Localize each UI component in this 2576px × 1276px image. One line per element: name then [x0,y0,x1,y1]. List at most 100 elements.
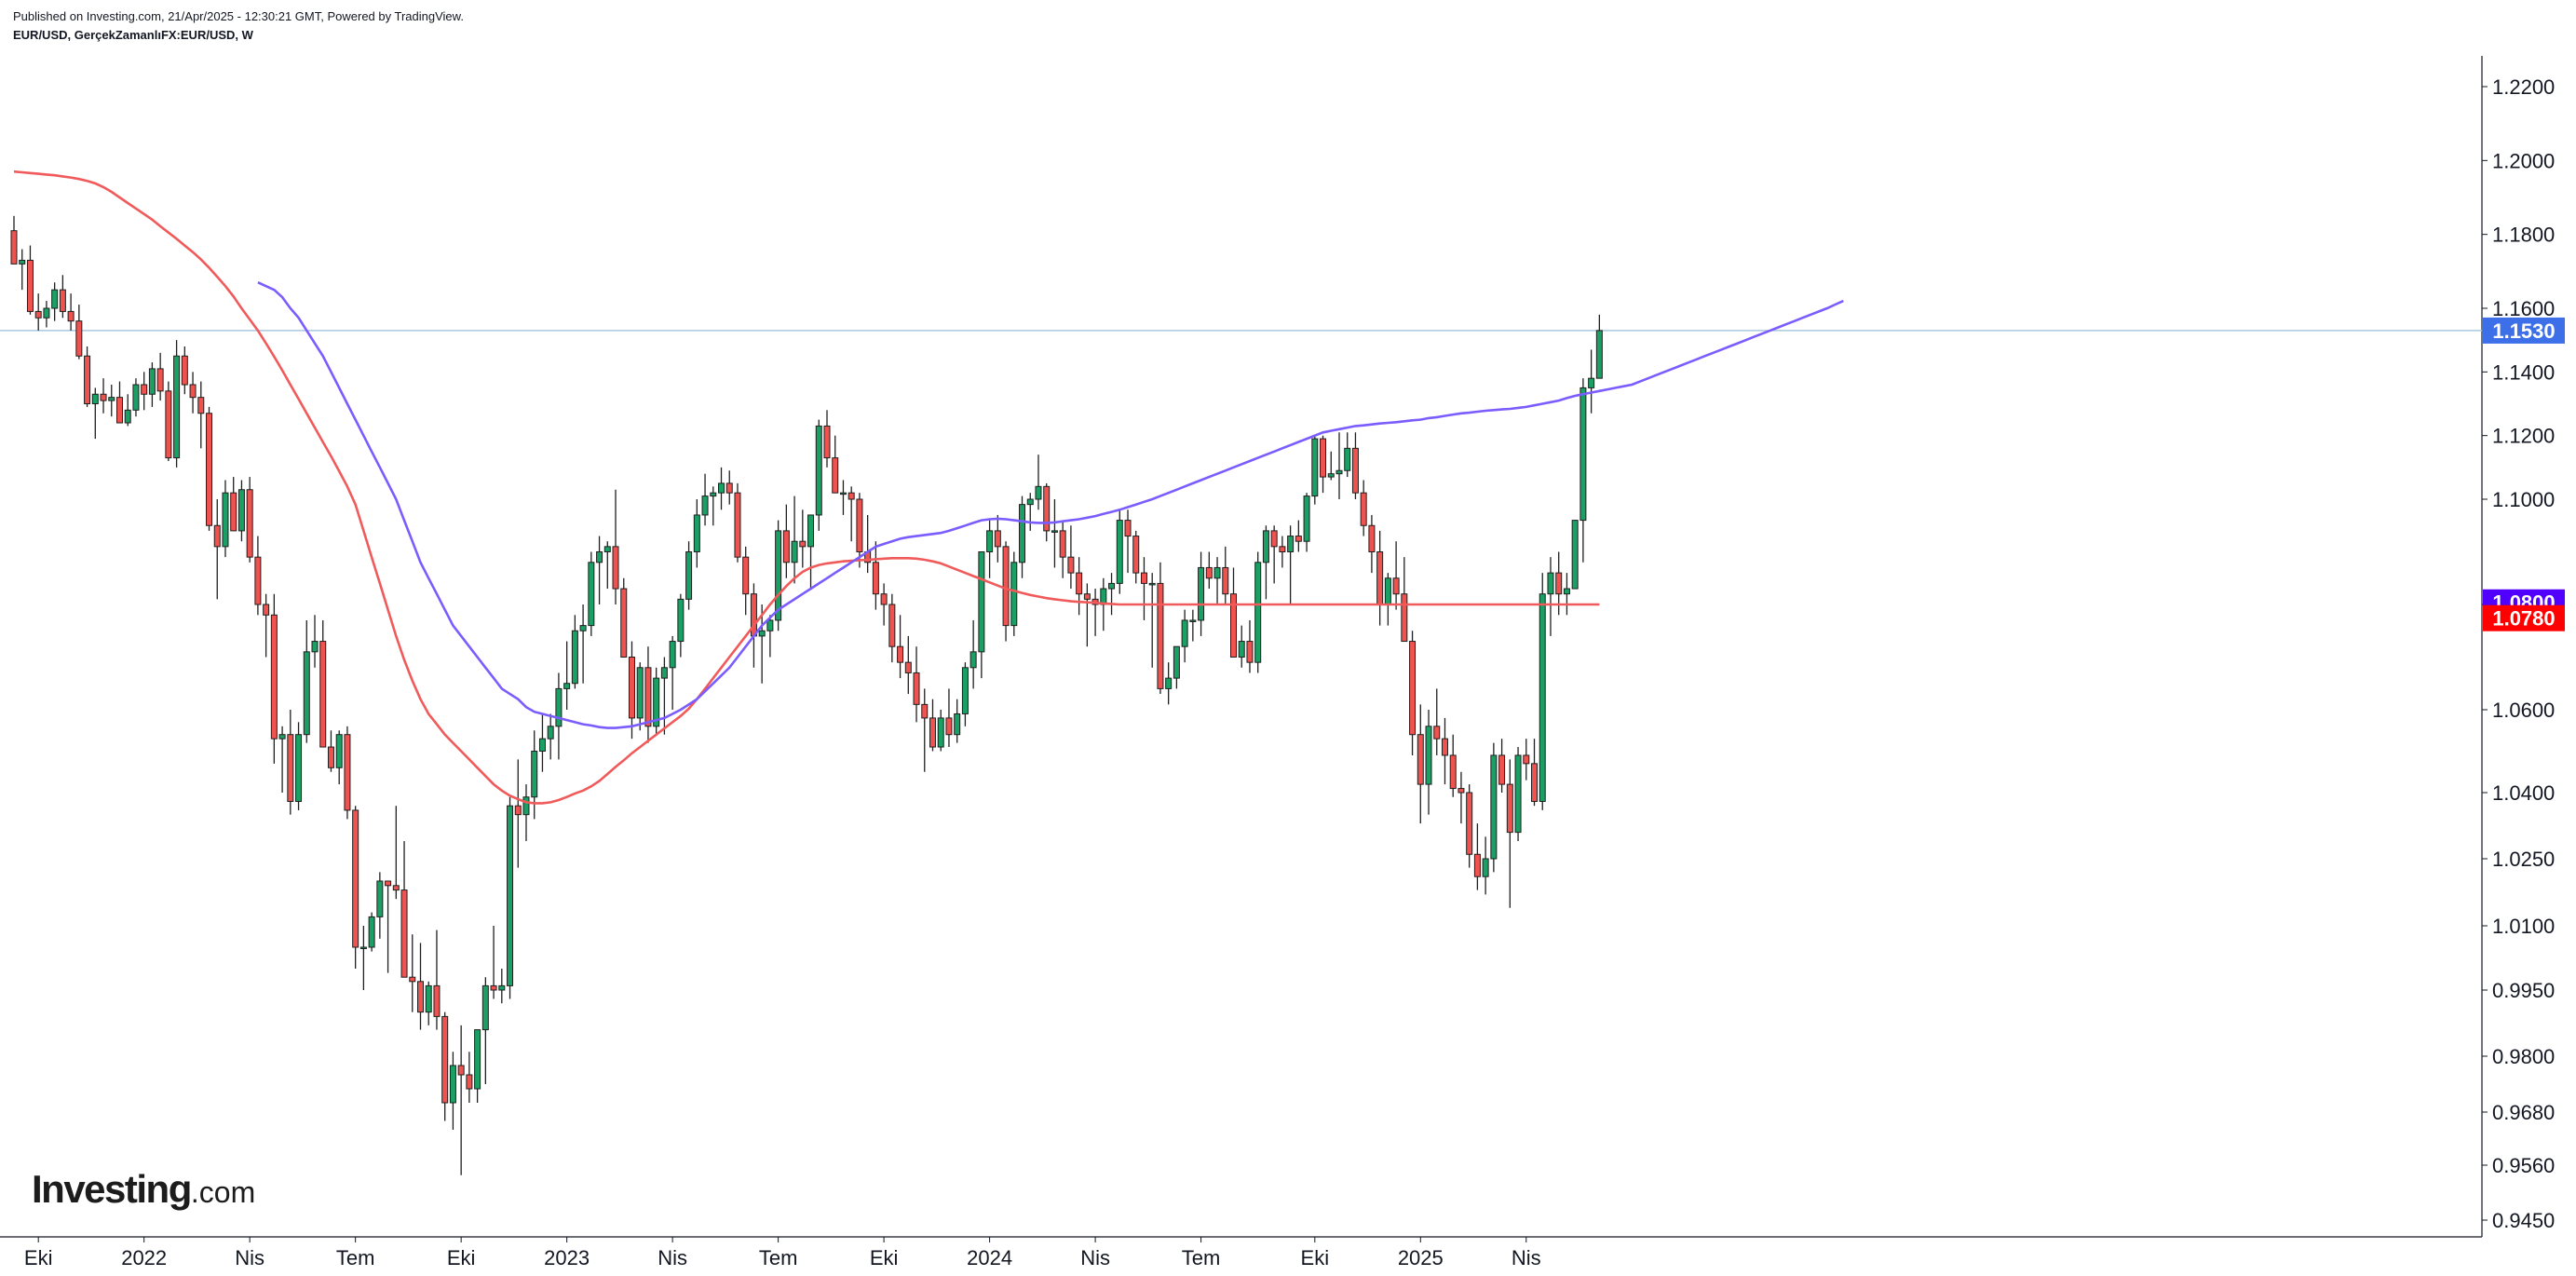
y-tick-label: 0.9450 [2492,1209,2555,1232]
candle [579,604,587,684]
candle [961,662,969,726]
candle [1295,520,1302,552]
candle-body [490,984,497,991]
candle-body [961,667,969,714]
candle-body [725,482,733,494]
y-tick-label: 1.1000 [2492,488,2555,511]
candle-body [937,717,944,748]
candle-body [522,796,530,816]
candle [782,504,790,578]
moving-averages-group [13,170,1844,805]
candle [1457,771,1465,824]
candle [359,926,367,990]
candle-body [563,683,571,689]
candle [644,646,652,743]
candle [270,593,278,764]
candle [1287,525,1295,604]
candle-body [742,556,750,595]
chart-header: Published on Investing.com, 21/Apr/2025 … [13,7,464,45]
candle-body [75,320,83,357]
candle-body [978,551,985,653]
candle-body [693,514,700,553]
candle [34,293,42,331]
candle-body [1083,593,1091,600]
candle [1320,435,1327,494]
candle [685,541,693,610]
candle [1148,573,1156,668]
candle [677,593,685,658]
current-price-badge-box [2483,317,2565,344]
candle [181,346,188,395]
candle [1132,530,1140,584]
candle-body [1230,593,1237,658]
candle [872,541,879,610]
y-tick-label: 1.2000 [2492,149,2555,172]
candle-body [1490,754,1498,860]
candle-body [969,651,977,669]
candle [368,912,375,952]
candle [1173,645,1180,689]
candle-body [335,734,343,768]
candle-body [571,630,578,685]
candle-body [839,492,847,495]
candle [206,406,213,531]
candle [19,249,26,291]
candle-body [1043,485,1051,532]
candle [1083,583,1091,647]
candle [1059,520,1066,578]
candle [921,688,929,772]
candle [1213,557,1221,604]
candle [1344,432,1351,478]
logo-suffix: .com [190,1175,256,1209]
candle-body [1425,726,1432,785]
candle-body [847,492,855,500]
logo-brand: Investing [32,1167,192,1211]
candle [628,641,635,740]
candle-body [872,562,879,595]
candle-body [1531,763,1539,802]
candle-body [701,495,709,516]
candle [59,275,66,319]
candle-body [1270,530,1278,548]
candle [791,495,798,584]
candle [141,372,148,411]
candle-body [1595,330,1603,379]
candle [43,301,50,328]
candle-body [287,734,294,802]
candle-body [1392,577,1400,595]
candle-body [1181,619,1188,647]
candle-body [132,384,140,411]
candle [1026,493,1034,531]
candle [1401,557,1408,643]
candle [1035,455,1042,510]
candle-body [1588,377,1595,388]
candle [1198,551,1205,636]
candle-body [669,641,676,669]
candle [969,619,977,689]
candle-body [644,667,652,727]
candle [335,730,343,785]
candle [124,394,131,427]
candle-body [832,457,839,494]
candles-group [10,215,1603,1175]
investing-logo: Investing.com [32,1167,255,1212]
candle [457,1025,465,1175]
candle-body [26,259,34,312]
candle-body [197,397,205,414]
candle [319,619,327,748]
y-tick-label: 1.1400 [2492,360,2555,384]
candle [108,385,115,417]
x-tick-label: 2025 [1398,1246,1444,1269]
candle-body [1295,536,1302,542]
candle-body [718,482,725,494]
candle-body [1376,551,1384,605]
candle [376,872,384,939]
candle-body [1254,562,1262,663]
candle-body [1327,473,1335,478]
candle [425,981,432,1025]
candle [197,381,205,449]
candle-body [888,604,896,647]
x-tick-label: Eki [24,1246,53,1269]
